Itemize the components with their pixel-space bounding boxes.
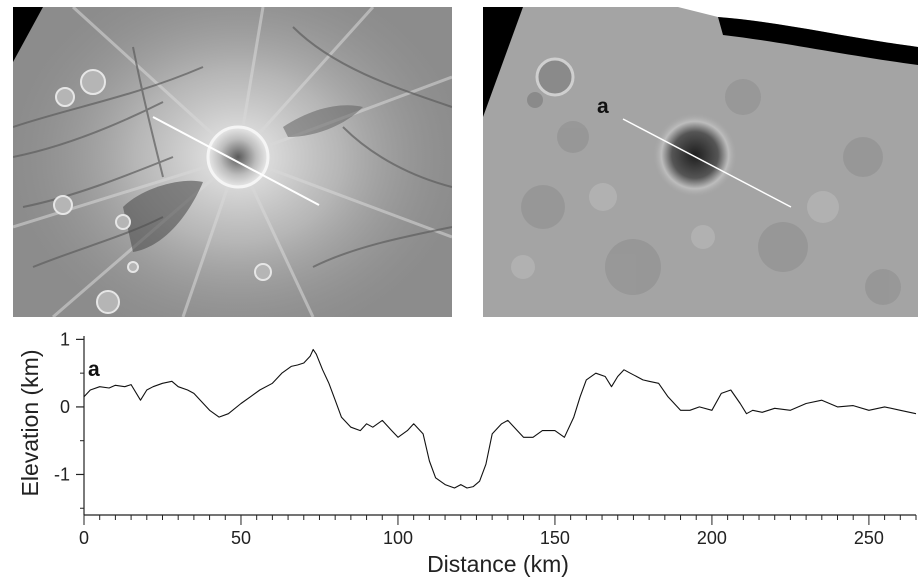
x-tick-label: 0: [79, 528, 89, 548]
dark-halo-crater: [653, 113, 737, 197]
y-axis-title: Elevation (km): [17, 350, 43, 497]
image-border: [678, 7, 918, 47]
right-surface-image: a: [483, 7, 918, 317]
chart-panel-label: a: [88, 358, 100, 381]
image-edge-mask: [483, 7, 523, 117]
x-tick-label: 200: [697, 528, 727, 548]
image-edge-band: [718, 17, 918, 65]
dark-patch: [283, 105, 363, 137]
right-surface-svg: [483, 7, 918, 317]
left-surface-image: [13, 7, 452, 317]
elevation-profile-chart: 1 0 -1 0 50 100 150 200 250 a Distance (km) Ele…: [17, 329, 917, 577]
x-axis-title: Distance (km): [427, 551, 569, 577]
series-layer: [83, 348, 917, 489]
image-edge-mask: [13, 7, 43, 62]
x-tick-label: 150: [540, 528, 570, 548]
y-tick-label: -1: [54, 464, 70, 484]
central-crater: [206, 125, 270, 189]
x-tick-label: 50: [231, 528, 251, 548]
profile-label: a: [597, 95, 609, 118]
profile-line: [152, 116, 320, 206]
left-surface-svg: [13, 7, 452, 317]
small-craters: [53, 69, 272, 314]
x-tick-label: 250: [854, 528, 884, 548]
y-tick-label: 0: [60, 397, 70, 417]
x-tick-label: 100: [383, 528, 413, 548]
y-axis: 1 0 -1: [54, 329, 85, 515]
y-tick-label: 1: [60, 329, 70, 349]
dark-patch: [123, 180, 203, 252]
small-crater: [527, 92, 543, 108]
small-crater: [535, 57, 575, 97]
x-axis: 0 50 100 150 200 250: [79, 514, 917, 548]
profile-line: [622, 118, 792, 208]
surface-bright-spots: [511, 183, 839, 279]
elevation-profile-line: [83, 348, 917, 489]
surface-mottling: [521, 79, 901, 305]
